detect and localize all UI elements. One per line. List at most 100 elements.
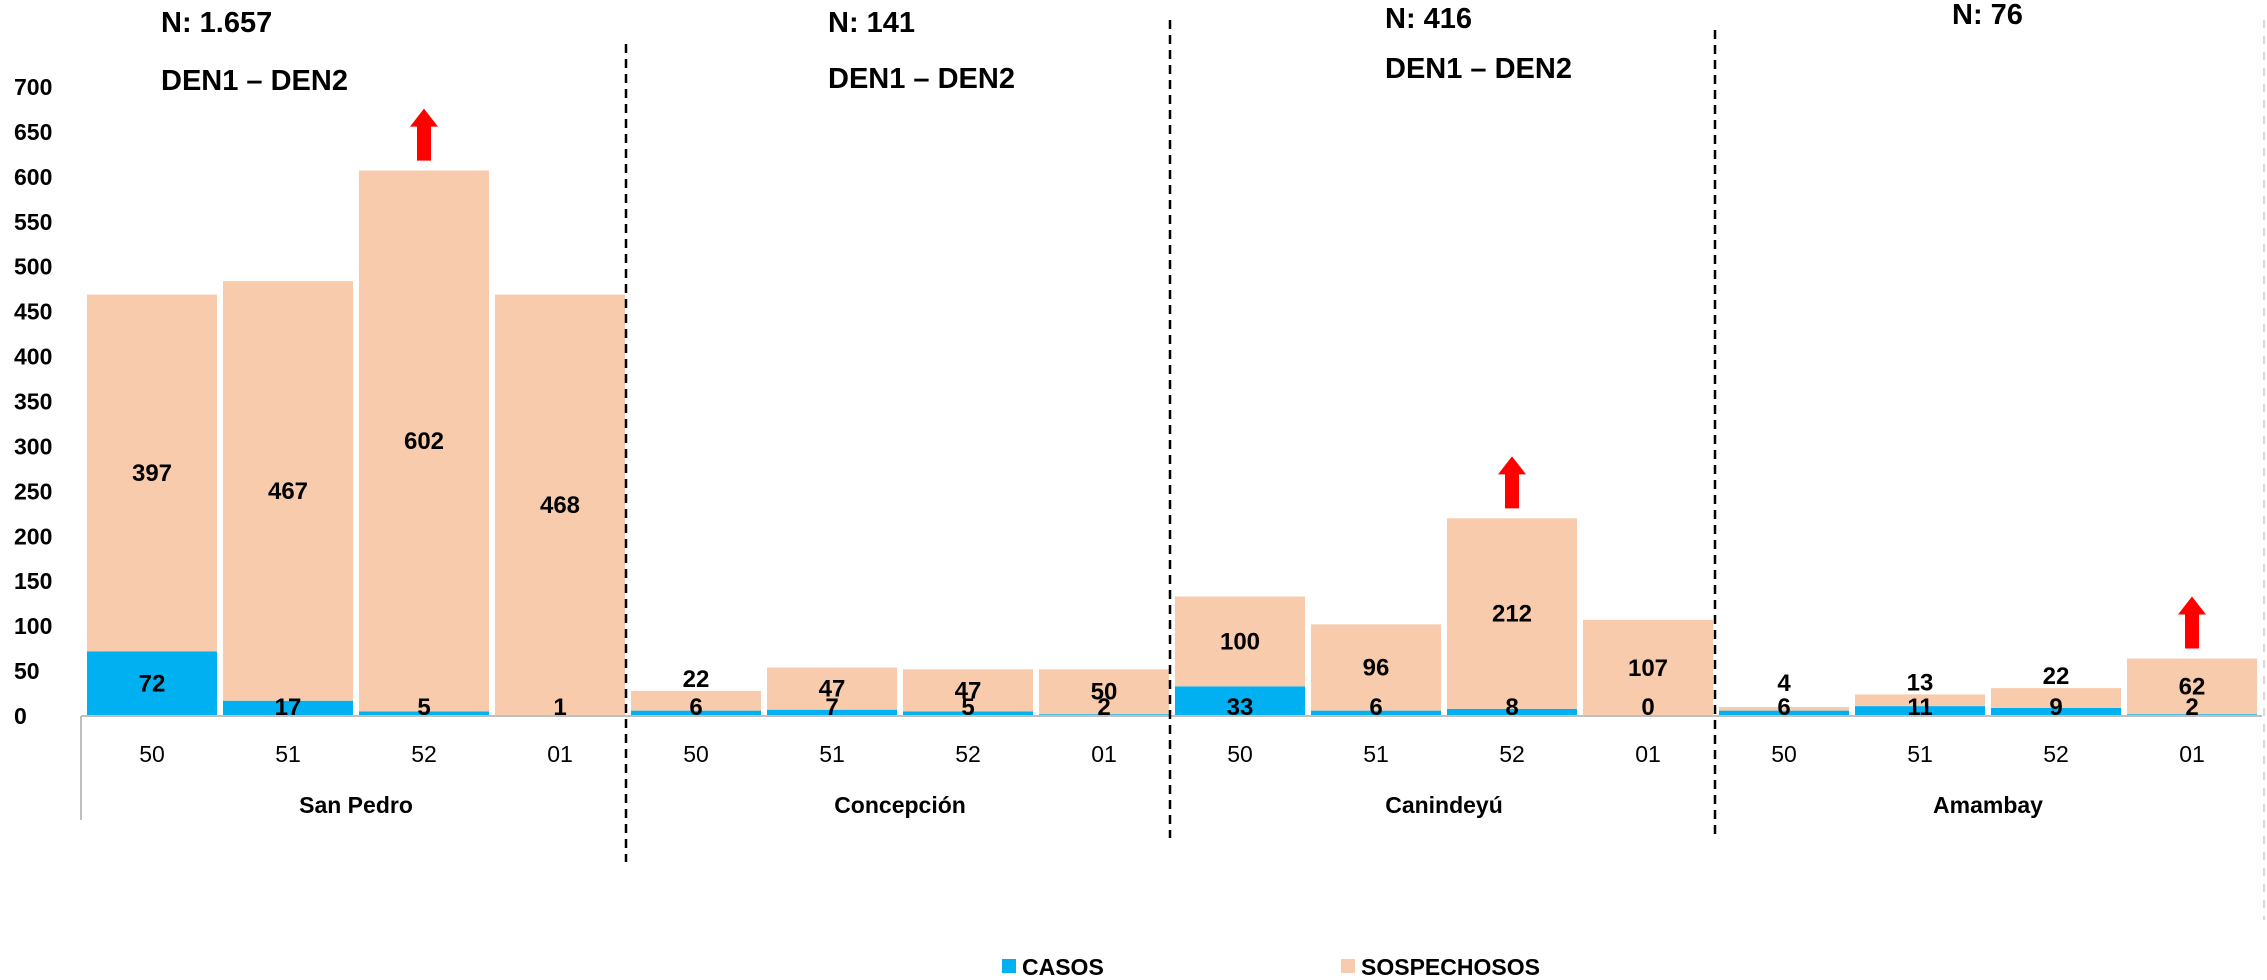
legend-label: CASOS	[1022, 954, 1104, 980]
bar-casos	[1311, 710, 1441, 716]
bar-casos	[1175, 686, 1305, 716]
data-label-sospechosos: 62	[2179, 673, 2206, 700]
data-label-sospechosos: 13	[1907, 669, 1934, 696]
data-label-casos: 8	[1505, 694, 1518, 721]
x-tick-week: 52	[411, 741, 437, 767]
data-label-sospechosos: 100	[1220, 628, 1260, 655]
data-label-sospechosos: 47	[955, 677, 982, 704]
data-label-casos: 2	[1097, 694, 1110, 721]
data-label-casos: 9	[2049, 694, 2062, 721]
data-label-sospechosos: 467	[268, 478, 308, 505]
data-label-casos: 2	[2185, 694, 2198, 721]
bar-sospechosos	[1447, 518, 1577, 709]
bar-sospechosos	[1039, 669, 1169, 715]
data-label-sospechosos: 47	[819, 676, 846, 703]
bar-casos	[903, 711, 1033, 716]
bar-sospechosos	[767, 667, 897, 710]
x-tick-week: 01	[1091, 741, 1117, 767]
increase-arrow-icon	[410, 108, 438, 161]
bar-casos	[87, 651, 217, 716]
data-label-sospechosos: 22	[683, 666, 710, 693]
x-tick-week: 52	[955, 741, 981, 767]
y-tick-label: 600	[14, 164, 52, 190]
bar-sospechosos	[359, 170, 489, 712]
data-label-sospechosos: 602	[404, 428, 444, 455]
region-label: Canindeyú	[1385, 792, 1503, 818]
bar-casos	[223, 700, 353, 716]
x-tick-week: 01	[2179, 741, 2205, 767]
y-tick-label: 300	[14, 433, 52, 459]
n-annotation: N: 416	[1385, 3, 1472, 35]
x-tick-week: 51	[1363, 741, 1389, 767]
data-label-casos: 1	[553, 694, 566, 721]
x-tick-week: 01	[1635, 741, 1661, 767]
y-tick-label: 0	[14, 703, 27, 729]
n-annotation: N: 141	[828, 7, 915, 39]
data-label-casos: 6	[689, 694, 702, 721]
y-tick-label: 650	[14, 119, 52, 145]
bar-casos	[1991, 707, 2121, 716]
data-label-casos: 7	[825, 694, 838, 721]
n-annotation: N: 1.657	[161, 7, 272, 39]
data-label-sospechosos: 107	[1628, 655, 1668, 682]
data-label-casos: 6	[1777, 694, 1790, 721]
bar-sospechosos	[223, 281, 353, 701]
data-label-casos: 5	[417, 694, 430, 721]
bar-casos	[359, 711, 489, 716]
y-tick-label: 100	[14, 613, 52, 639]
y-tick-label: 450	[14, 299, 52, 325]
bar-casos	[1719, 710, 1849, 716]
bar-sospechosos	[1991, 688, 2121, 708]
data-label-casos: 0	[1641, 694, 1654, 721]
y-tick-label: 250	[14, 478, 52, 504]
data-label-sospechosos: 468	[540, 492, 580, 519]
data-label-casos: 72	[139, 671, 166, 698]
data-label-casos: 6	[1369, 694, 1382, 721]
legend-swatch	[1341, 959, 1355, 973]
bar-sospechosos	[87, 294, 217, 652]
data-label-sospechosos: 22	[2043, 663, 2070, 690]
x-tick-week: 50	[1227, 741, 1253, 767]
legend-swatch	[1002, 959, 1016, 973]
x-tick-week: 50	[1771, 741, 1797, 767]
y-tick-label: 400	[14, 344, 52, 370]
x-tick-week: 01	[547, 741, 573, 767]
serotype-annotation: DEN1 – DEN2	[161, 65, 348, 97]
y-tick-label: 350	[14, 389, 52, 415]
y-tick-label: 550	[14, 209, 52, 235]
bar-sospechosos	[1311, 624, 1441, 711]
increase-arrow-icon	[2178, 596, 2206, 649]
bar-sospechosos	[1175, 596, 1305, 687]
bar-sospechosos	[1855, 694, 1985, 707]
serotype-annotation: DEN1 – DEN2	[1385, 53, 1572, 85]
bar-casos	[1855, 706, 1985, 716]
serotype-annotation: DEN1 – DEN2	[828, 63, 1015, 95]
bar-sospechosos	[631, 690, 761, 711]
y-tick-label: 50	[14, 658, 40, 684]
bar-sospechosos	[495, 294, 625, 716]
bar-sospechosos	[2127, 658, 2257, 715]
data-label-casos: 5	[961, 694, 974, 721]
data-label-sospechosos: 212	[1492, 601, 1532, 628]
data-label-sospechosos: 96	[1363, 654, 1390, 681]
bar-sospechosos	[1719, 707, 1849, 711]
y-tick-label: 500	[14, 254, 52, 280]
x-tick-week: 52	[1499, 741, 1525, 767]
y-tick-label: 200	[14, 523, 52, 549]
region-label: Amambay	[1933, 792, 2043, 818]
data-label-sospechosos: 50	[1091, 679, 1118, 706]
data-label-sospechosos: 397	[132, 460, 172, 487]
x-tick-week: 50	[139, 741, 165, 767]
bar-casos	[1447, 708, 1577, 716]
bar-casos	[631, 710, 761, 716]
y-tick-label: 700	[14, 74, 52, 100]
x-tick-week: 52	[2043, 741, 2069, 767]
bar-casos	[767, 709, 897, 716]
n-annotation: N: 76	[1952, 0, 2023, 31]
data-label-sospechosos: 4	[1777, 670, 1791, 697]
x-tick-week: 51	[1907, 741, 1933, 767]
legend-label: SOSPECHOSOS	[1361, 954, 1540, 980]
x-tick-week: 51	[819, 741, 845, 767]
region-label: San Pedro	[299, 792, 413, 818]
